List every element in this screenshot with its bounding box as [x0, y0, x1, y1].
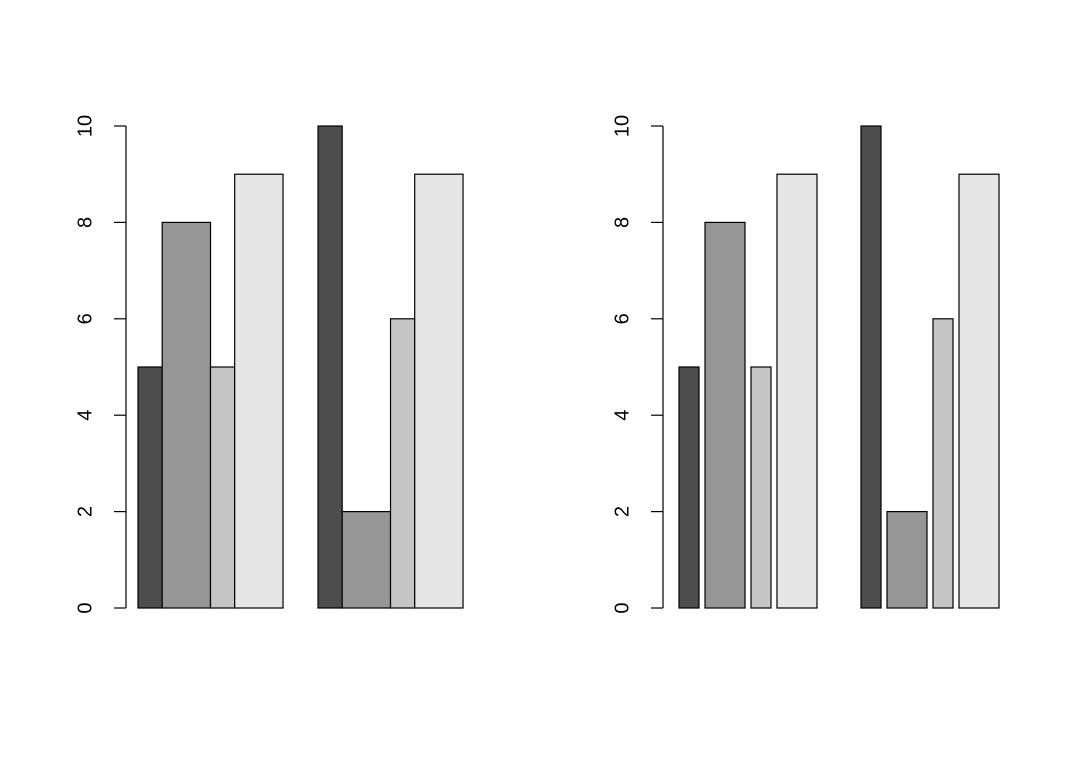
bar — [932, 318, 954, 609]
bar — [678, 366, 700, 609]
bar — [341, 511, 392, 609]
bar — [137, 366, 163, 609]
bar — [317, 125, 343, 609]
y-tick-label: 0 — [611, 602, 633, 613]
y-tick-label: 8 — [74, 217, 96, 228]
y-tick-label: 2 — [74, 506, 96, 517]
y-tick-label: 4 — [74, 410, 96, 421]
bar — [704, 221, 746, 609]
bar — [776, 173, 818, 609]
y-tick-label: 8 — [611, 217, 633, 228]
y-tick-label: 6 — [74, 313, 96, 324]
bar — [958, 173, 1000, 609]
bar — [389, 318, 416, 609]
bar — [209, 366, 236, 609]
y-tick-label: 2 — [611, 506, 633, 517]
y-tick-label: 0 — [74, 602, 96, 613]
bar — [860, 125, 882, 609]
bar — [161, 221, 212, 609]
bar — [234, 173, 284, 609]
bar — [750, 366, 772, 609]
y-tick-label: 10 — [74, 115, 96, 137]
y-tick-label: 6 — [611, 313, 633, 324]
y-tick-label: 4 — [611, 410, 633, 421]
y-tick-label: 10 — [611, 115, 633, 137]
bar — [886, 511, 928, 609]
bar — [414, 173, 464, 609]
